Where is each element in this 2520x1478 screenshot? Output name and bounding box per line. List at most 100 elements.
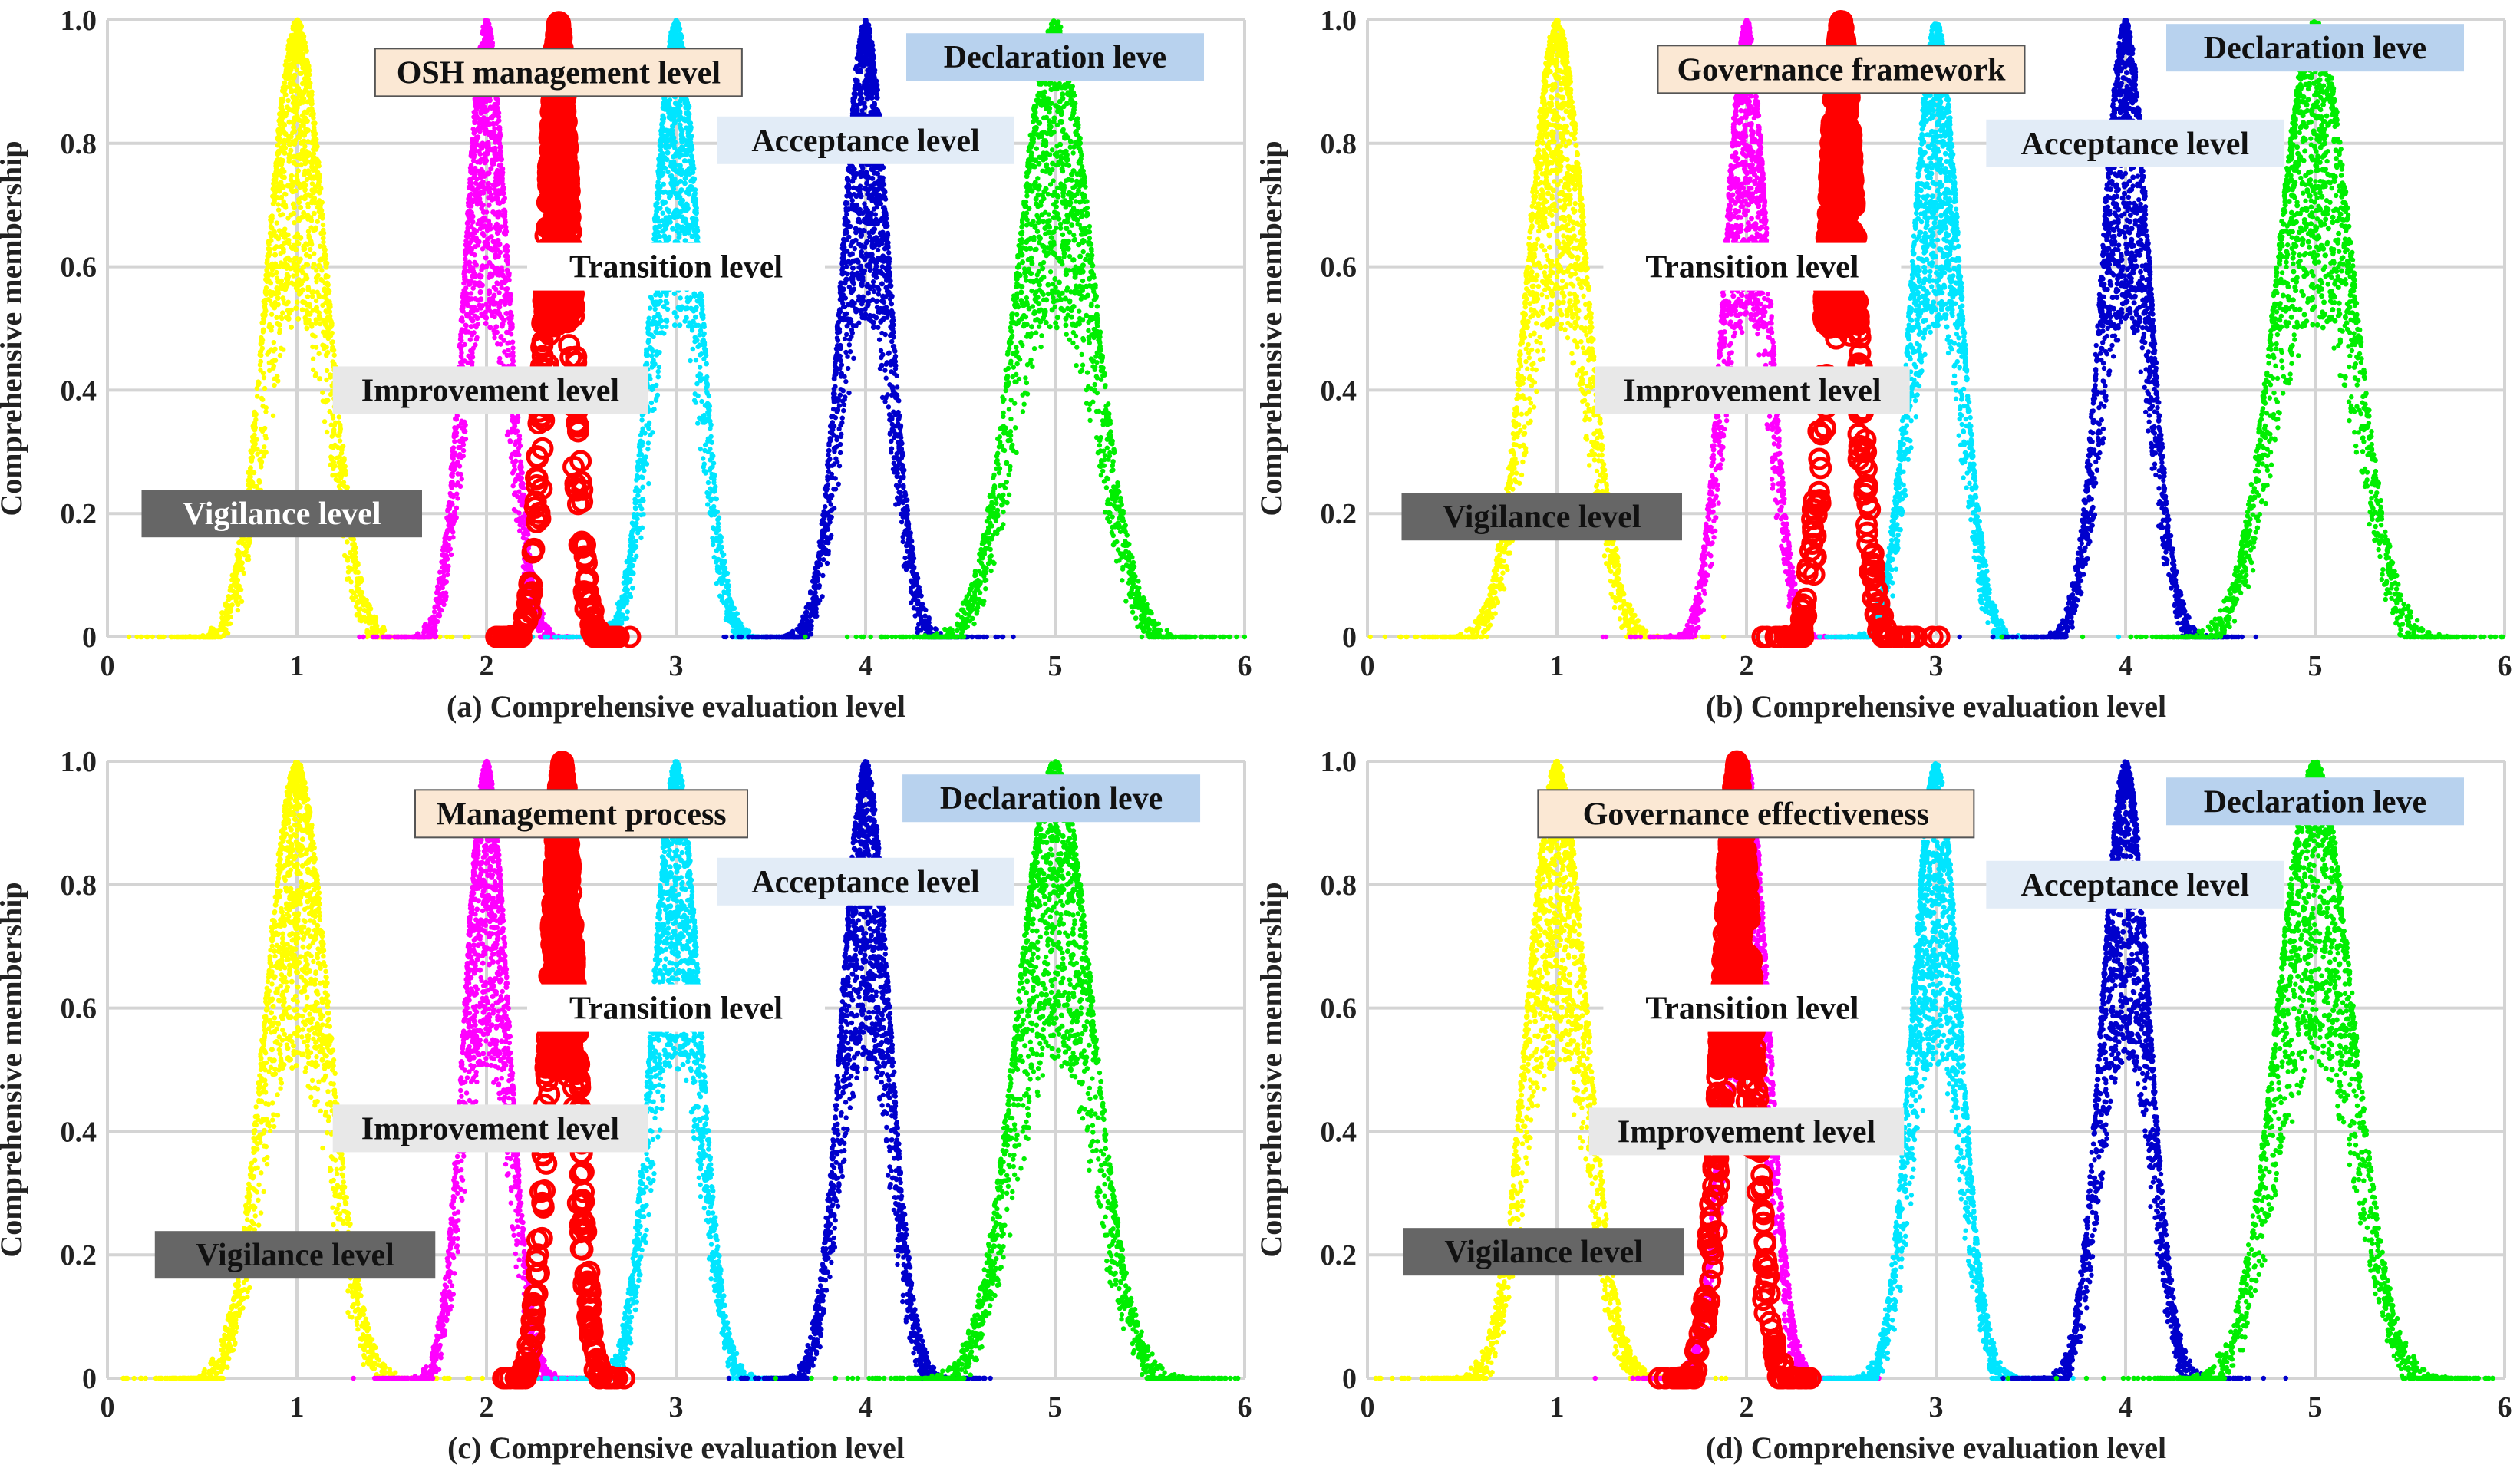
- data-point: [297, 134, 302, 140]
- data-point: [331, 430, 336, 434]
- data-point: [295, 241, 301, 246]
- data-point: [314, 299, 318, 303]
- data-point: [280, 158, 285, 163]
- data-point: [455, 480, 460, 485]
- data-point: [263, 308, 269, 314]
- data-point: [308, 322, 314, 327]
- data-point: [318, 376, 322, 381]
- data-point: [237, 583, 242, 588]
- data-point: [358, 579, 363, 584]
- data-point: [469, 291, 473, 295]
- data-point: [351, 553, 355, 557]
- data-point: [339, 458, 344, 463]
- data-point: [469, 224, 473, 229]
- data-point: [450, 535, 455, 539]
- data-point: [278, 213, 282, 217]
- data-point: [262, 454, 266, 458]
- data-point: [282, 261, 288, 266]
- data-point: [301, 123, 306, 128]
- data-point: [297, 101, 302, 106]
- data-point: [278, 170, 283, 176]
- data-point: [246, 554, 251, 559]
- data-point: [275, 302, 281, 307]
- data-point: [203, 635, 208, 639]
- data-point: [263, 436, 268, 440]
- data-point: [223, 603, 228, 608]
- data-point: [452, 510, 457, 514]
- data-point: [506, 340, 511, 345]
- data-point: [264, 405, 269, 410]
- data-point: [304, 252, 309, 258]
- data-point: [285, 256, 291, 261]
- data-point: [357, 587, 361, 592]
- data-point: [321, 330, 325, 335]
- data-point: [285, 137, 291, 143]
- data-point: [298, 236, 303, 241]
- data-point: [279, 315, 283, 319]
- data-point: [345, 485, 350, 490]
- data-point: [332, 353, 337, 358]
- data-point: [266, 297, 271, 302]
- data-point: [351, 597, 355, 602]
- data-point: [277, 111, 282, 117]
- data-point: [355, 562, 360, 567]
- data-point: [314, 275, 319, 281]
- data-point: [328, 333, 333, 338]
- data-point: [279, 195, 284, 200]
- data-point: [269, 328, 273, 332]
- data-point: [229, 603, 233, 608]
- data-point: [286, 156, 292, 161]
- data-point: [279, 282, 284, 287]
- data-point: [312, 251, 316, 256]
- data-point: [489, 234, 493, 239]
- data-point: [214, 628, 219, 633]
- data-point: [341, 444, 345, 448]
- data-point: [268, 247, 272, 252]
- data-point: [226, 616, 230, 621]
- data-point: [346, 576, 351, 581]
- data-point: [252, 412, 257, 417]
- data-point: [305, 168, 311, 173]
- data-point: [191, 635, 196, 639]
- data-point: [271, 414, 275, 418]
- data-point: [275, 275, 279, 280]
- data-point: [301, 210, 306, 216]
- data-point: [237, 559, 242, 563]
- data-point: [299, 140, 304, 146]
- data-point: [240, 566, 245, 571]
- data-point: [323, 252, 328, 258]
- data-point: [292, 160, 297, 166]
- chart-panel-1: OSH management level Declaration leveAcce…: [0, 5, 1252, 724]
- data-point: [300, 299, 305, 305]
- data-point: [285, 183, 291, 189]
- data-point: [269, 226, 273, 230]
- data-point: [262, 375, 266, 380]
- data-point: [285, 104, 290, 110]
- data-point: [295, 288, 301, 293]
- data-point: [337, 414, 341, 419]
- data-point: [294, 84, 299, 89]
- data-point: [280, 149, 285, 154]
- data-point: [256, 382, 261, 387]
- data-point: [278, 328, 282, 332]
- data-point: [280, 97, 285, 102]
- data-point: [180, 635, 184, 639]
- data-point: [267, 289, 272, 295]
- data-point: [308, 247, 312, 252]
- data-point: [318, 214, 323, 219]
- data-point: [318, 244, 322, 249]
- data-point: [322, 419, 327, 424]
- data-point: [187, 635, 192, 639]
- data-point: [259, 427, 263, 431]
- data-point: [300, 287, 305, 292]
- data-point: [267, 239, 272, 244]
- data-point: [311, 356, 315, 361]
- data-point: [272, 376, 277, 381]
- data-point: [301, 45, 306, 51]
- data-point: [305, 302, 311, 307]
- data-point: [272, 383, 276, 388]
- data-point: [296, 277, 302, 282]
- data-point: [455, 496, 460, 500]
- data-point: [274, 244, 279, 249]
